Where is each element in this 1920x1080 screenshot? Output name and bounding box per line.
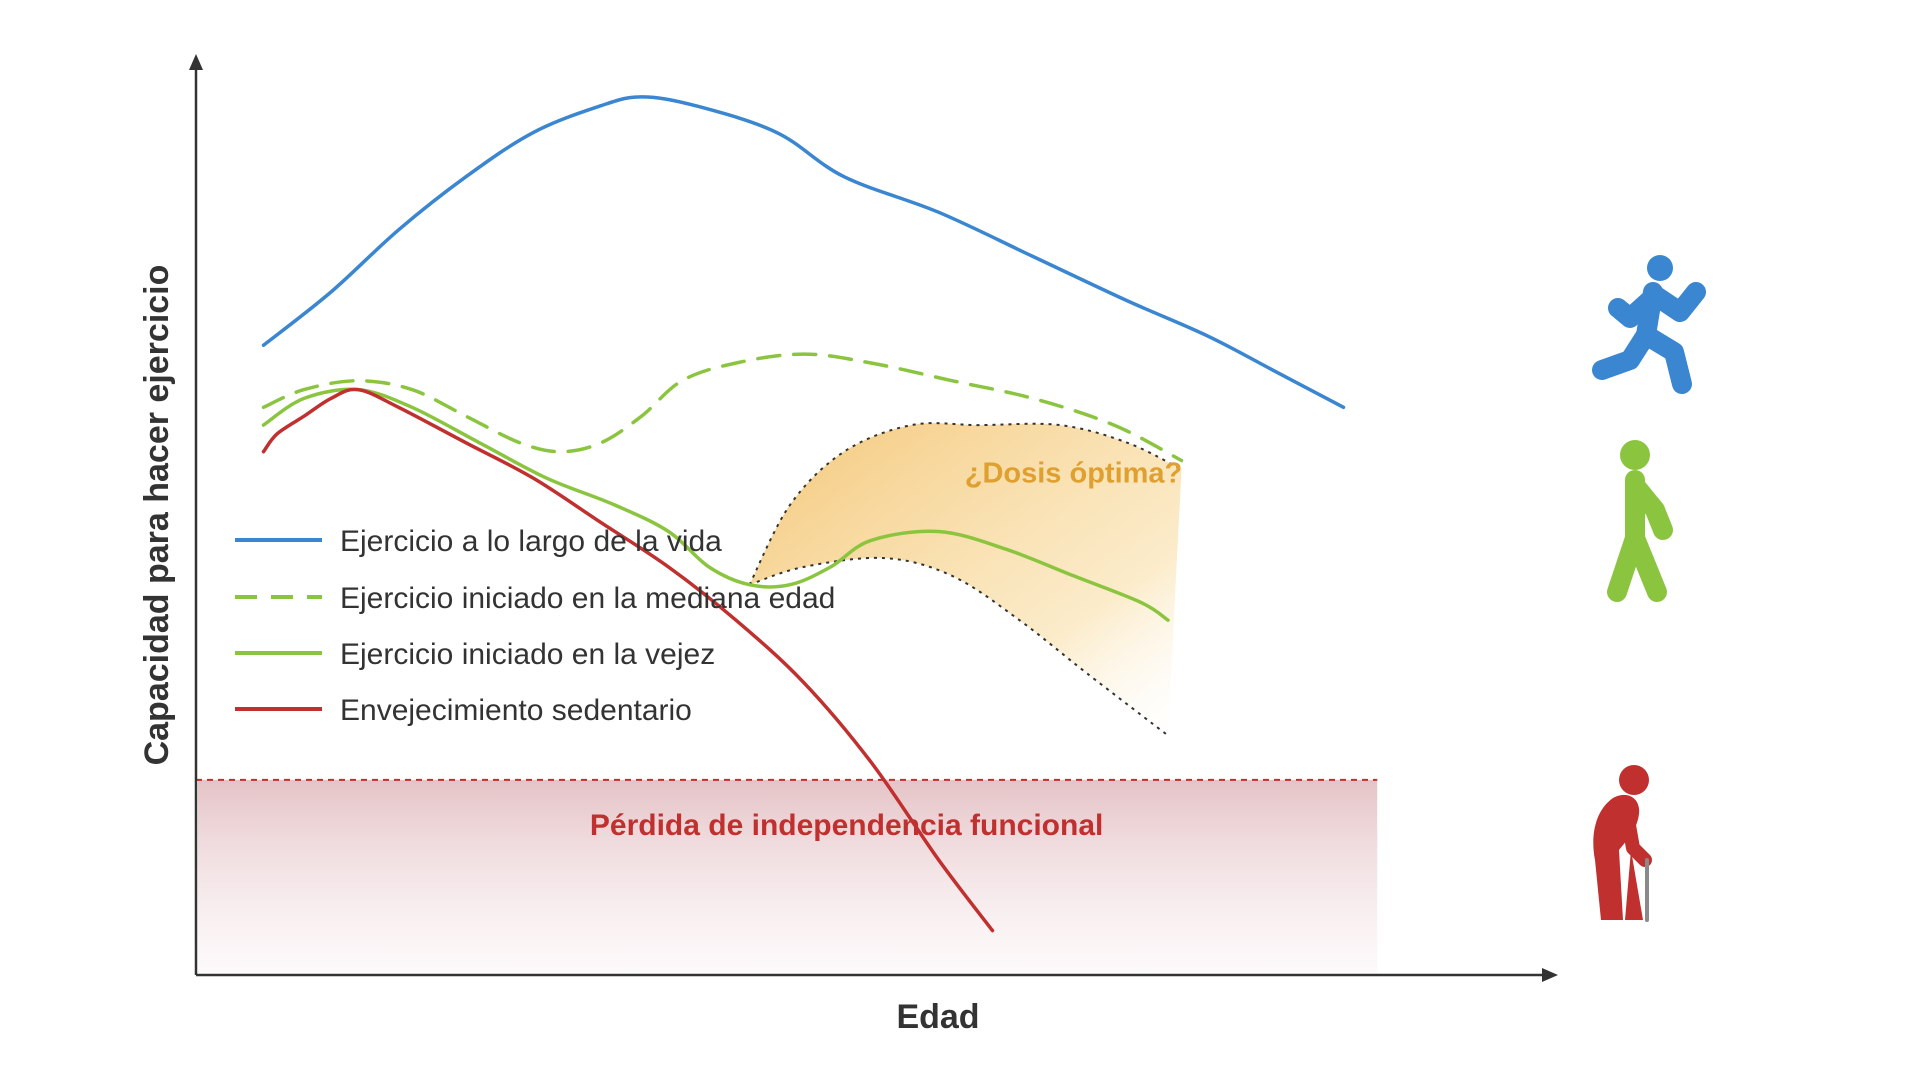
series-line-sedentary [261,387,995,933]
x-axis-title: Edad [896,998,979,1036]
series-line-lifelong [261,95,1346,410]
legend-label-lifelong: Ejercicio a lo largo de la vida [340,525,722,558]
x-axis-arrow [1542,968,1558,982]
series-line-oldage [261,387,1170,622]
optimal-dose-band [749,423,1182,736]
elderly-cane-icon [1593,765,1652,922]
legend-label-oldage: Ejercicio iniciado en la vejez [340,638,715,671]
independence-loss-zone [198,779,1378,973]
walker-icon [1607,440,1673,602]
axes [189,54,1558,982]
optimal-dose-upper-bound [748,422,1182,586]
optimal-dose-lower-bound [749,556,1169,737]
legend-label-midlife: Ejercicio iniciado en la mediana edad [340,582,835,615]
y-axis-arrow [189,54,203,70]
series-layer [261,95,1346,933]
optimal-dose-label: ¿Dosis óptima? [965,458,1183,490]
runner-icon [1592,255,1706,394]
independence-loss-label: Pérdida de independencia funcional [590,809,1103,842]
y-axis-title: Capacidad para hacer ejercicio [138,265,176,766]
legend: Ejercicio a lo largo de la vida Ejercici… [235,525,835,727]
series-line-midlife [261,352,1184,463]
legend-label-sedentary: Envejecimiento sedentario [340,694,692,727]
